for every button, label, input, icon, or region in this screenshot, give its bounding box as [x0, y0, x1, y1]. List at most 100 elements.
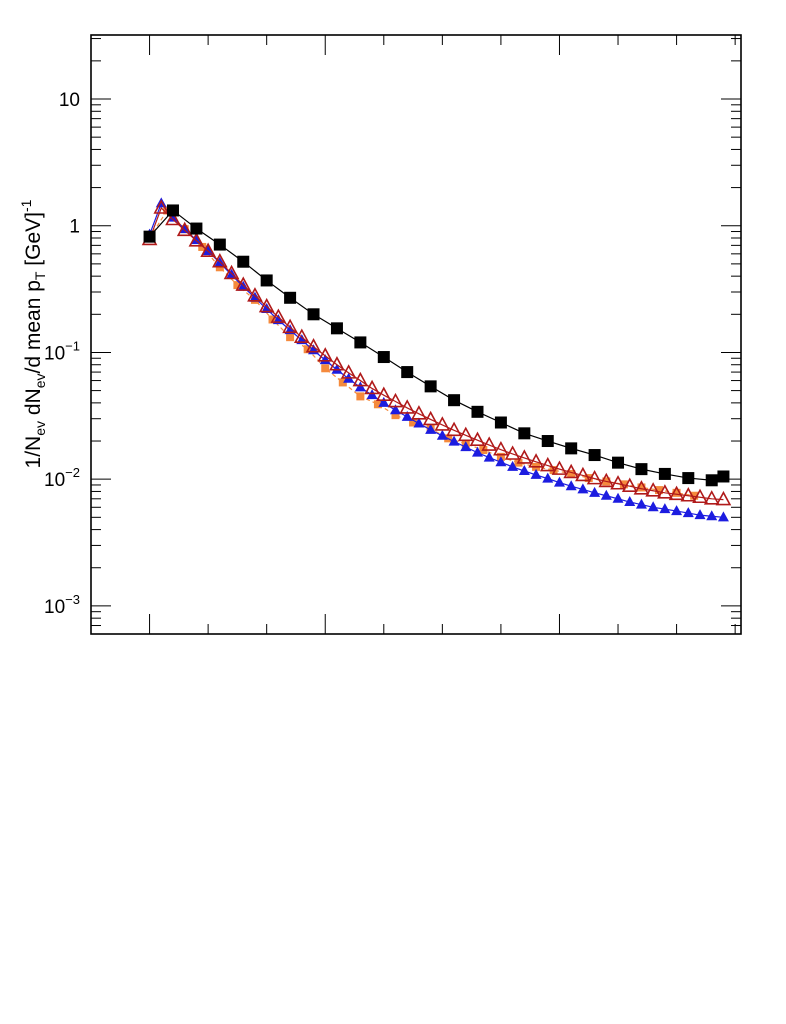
- data-point: [504, 445, 521, 460]
- data-point: [364, 379, 380, 395]
- data-point: [247, 287, 263, 302]
- data-point: [190, 222, 203, 235]
- data-point: [565, 480, 577, 491]
- data-point: [567, 469, 576, 478]
- data-point: [586, 469, 603, 485]
- data-point: [575, 466, 591, 482]
- data-point: [542, 472, 554, 483]
- data-point: [563, 463, 580, 479]
- data-point: [483, 451, 495, 462]
- data-point: [565, 442, 578, 455]
- y-title-sub: ev: [32, 373, 48, 388]
- data-point: [633, 480, 650, 495]
- y-title-part: dN: [22, 388, 45, 421]
- data-point: [655, 486, 664, 495]
- data-point: [717, 470, 730, 483]
- data-point: [448, 435, 460, 446]
- data-point: [422, 410, 439, 426]
- data-point: [690, 491, 699, 500]
- x-axis-ticks: [149, 35, 736, 634]
- data-point: [460, 441, 472, 452]
- series-3: [143, 204, 730, 487]
- data-point: [589, 486, 601, 497]
- data-point: [645, 482, 662, 497]
- data-point: [551, 460, 568, 475]
- data-point: [600, 489, 612, 500]
- data-point: [258, 297, 275, 313]
- data-point: [409, 418, 418, 427]
- y-title-sub: ev: [32, 421, 48, 436]
- data-point: [635, 463, 648, 476]
- data-point: [166, 204, 179, 217]
- data-point: [307, 308, 320, 321]
- data-point: [494, 416, 507, 429]
- data-series-layer: [141, 197, 732, 522]
- data-point: [621, 477, 638, 493]
- data-point: [588, 449, 601, 462]
- data-point: [553, 476, 565, 487]
- data-point: [457, 426, 474, 442]
- data-point: [507, 460, 519, 471]
- data-point: [411, 405, 427, 420]
- data-point: [659, 503, 671, 514]
- data-point: [190, 234, 202, 245]
- data-point: [635, 498, 647, 509]
- data-point: [270, 308, 287, 323]
- data-point: [200, 242, 216, 257]
- data-point: [293, 328, 310, 343]
- data-point: [705, 474, 718, 487]
- plot-frame: [90, 34, 742, 635]
- y-tick-label: 10−2: [44, 465, 80, 491]
- data-point: [448, 394, 461, 407]
- data-point: [469, 431, 486, 447]
- y-tick-label: 1: [69, 217, 80, 238]
- data-point: [481, 436, 498, 451]
- data-point: [610, 475, 626, 490]
- data-point: [612, 456, 625, 469]
- data-point: [223, 264, 240, 280]
- data-point: [518, 465, 530, 476]
- series-2: [141, 199, 732, 506]
- y-tick-base: 10: [44, 470, 65, 491]
- data-point: [539, 456, 556, 472]
- y-title-sup: -1: [18, 199, 34, 212]
- data-point: [495, 456, 507, 467]
- y-tick-base: 10: [44, 597, 65, 618]
- data-point: [436, 429, 448, 440]
- y-title-part: [GeV]: [22, 212, 45, 272]
- data-point: [471, 405, 484, 418]
- data-point: [390, 404, 402, 415]
- data-point: [577, 483, 589, 494]
- data-point: [680, 487, 697, 502]
- data-point: [213, 238, 226, 251]
- data-point: [211, 253, 228, 268]
- data-point: [424, 380, 437, 393]
- data-point: [657, 484, 673, 499]
- y-tick-exponent: −1: [65, 338, 80, 353]
- data-point: [493, 440, 509, 456]
- data-point: [260, 274, 273, 287]
- data-point: [179, 223, 191, 234]
- y-title-sub: T: [32, 271, 48, 280]
- data-point: [399, 399, 416, 414]
- data-point: [329, 356, 345, 371]
- y-tick-base: 1: [69, 217, 80, 238]
- data-point: [612, 492, 624, 503]
- data-point: [233, 281, 242, 290]
- data-point: [286, 333, 295, 342]
- data-point: [340, 364, 357, 379]
- data-point: [373, 400, 382, 409]
- data-point: [434, 416, 451, 431]
- data-point: [413, 417, 425, 428]
- data-point: [425, 423, 437, 434]
- data-point: [387, 392, 404, 408]
- data-point: [637, 483, 646, 492]
- data-point: [658, 467, 671, 480]
- data-point: [202, 245, 214, 256]
- data-point: [471, 446, 483, 457]
- data-point: [284, 291, 297, 304]
- data-point: [354, 336, 367, 349]
- y-tick-exponent: −2: [65, 465, 80, 480]
- data-point: [624, 496, 636, 507]
- data-point: [703, 490, 720, 505]
